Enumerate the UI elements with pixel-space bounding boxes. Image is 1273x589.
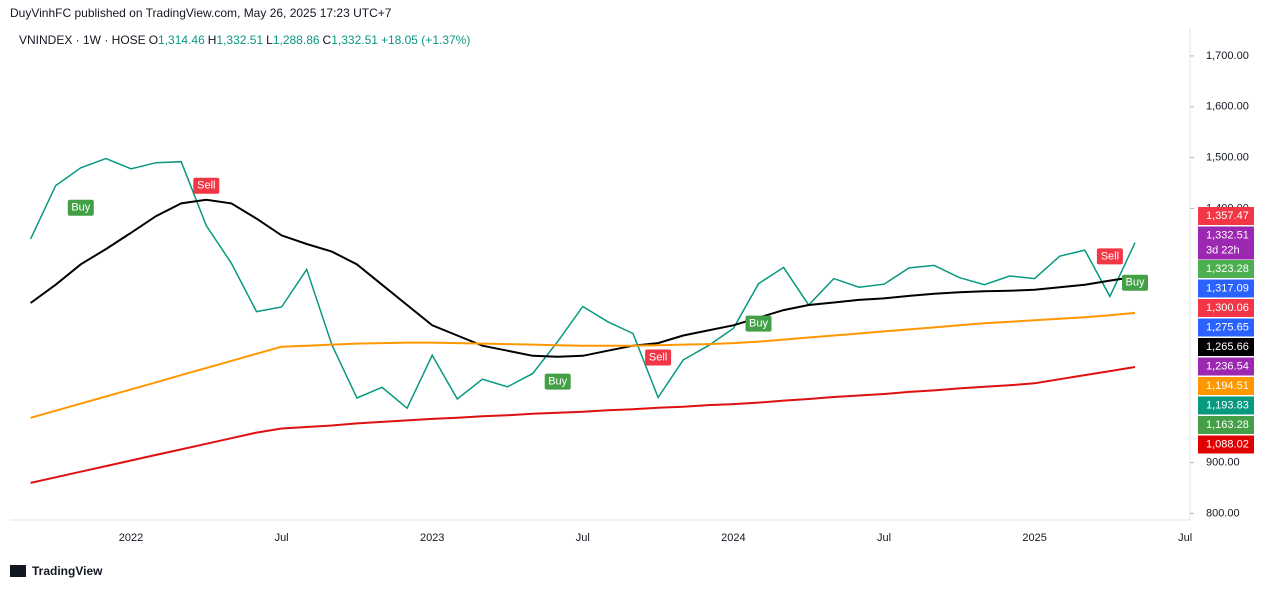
series-line <box>30 311 1136 419</box>
series-line <box>30 198 1136 358</box>
ohlc-key: L <box>266 33 273 47</box>
signal-badge <box>193 177 220 194</box>
symbol-legend: VNINDEX · 1W · HOSE O1,314.46 H1,332.51 L1,… <box>19 33 470 47</box>
price-label-box <box>1198 318 1254 337</box>
price-label: 1,332.51 <box>1206 229 1249 241</box>
publisher: DuyVinhFC published on TradingView.com, … <box>10 6 392 20</box>
price-label-box <box>1198 357 1254 376</box>
symbol: VNINDEX · 1W · HOSE <box>19 33 146 47</box>
x-tick-label: 2022 <box>119 532 143 544</box>
y-tick-label: 1,600.00 <box>1206 101 1249 113</box>
price-label: 1,275.65 <box>1206 321 1249 333</box>
price-label-box <box>1198 299 1254 317</box>
price-label: 1,265.66 <box>1206 341 1249 353</box>
signal-label: Buy <box>749 318 768 330</box>
x-tick-label: 2024 <box>721 532 745 544</box>
signal-label: Sell <box>649 351 667 363</box>
signal-badge <box>1122 274 1148 291</box>
signal-label: Buy <box>548 376 567 388</box>
signal-badge <box>645 349 672 366</box>
price-label-note: 3d 22h <box>1206 244 1240 256</box>
signal-label: Sell <box>1101 250 1119 262</box>
ohlc-value: 1,314.46 <box>158 33 205 47</box>
price-label-box <box>1198 396 1254 415</box>
ohlc-value: 1,332.51 <box>216 33 263 47</box>
signal-badge <box>1096 248 1123 265</box>
ohlc-key: O <box>149 33 158 47</box>
price-label-box <box>1198 207 1254 225</box>
x-tick-label: 2025 <box>1022 532 1046 544</box>
y-tick-label: 1,700.00 <box>1206 50 1249 62</box>
price-label: 1,236.54 <box>1206 360 1249 372</box>
ohlc-value: 1,288.86 <box>273 33 320 47</box>
series-line <box>29 157 1136 410</box>
ohlc-value: 1,332.51 <box>331 33 378 47</box>
series-line <box>30 366 1136 484</box>
price-label: 1,163.28 <box>1206 419 1249 431</box>
price-label: 1,088.02 <box>1206 438 1249 450</box>
x-tick-label: Jul <box>576 532 590 544</box>
logo <box>10 565 26 577</box>
price-label: 1,194.51 <box>1206 380 1249 392</box>
y-tick-label: 900.00 <box>1206 456 1240 468</box>
signal-label: Buy <box>1126 277 1145 289</box>
price-label: 1,317.09 <box>1206 282 1249 294</box>
price-label: 1,357.47 <box>1206 210 1249 222</box>
x-tick-label: 2023 <box>420 532 444 544</box>
price-label-box <box>1198 435 1254 454</box>
signal-badge <box>745 315 772 332</box>
signal-badge <box>544 373 571 390</box>
footer: TradingView <box>32 564 103 578</box>
price-label-box <box>1198 260 1254 278</box>
x-tick-label: Jul <box>877 532 891 544</box>
ohlc-key: H <box>208 33 217 47</box>
price-label: 1,323.28 <box>1206 263 1249 275</box>
price-label-box <box>1198 226 1254 260</box>
ohlc-key: C <box>323 33 332 47</box>
price-label-box <box>1198 416 1254 434</box>
price-label-box <box>1198 279 1254 298</box>
y-tick-label: 800.00 <box>1206 507 1240 519</box>
price-label-box <box>1198 338 1254 356</box>
y-tick-label: 1,500.00 <box>1206 152 1249 164</box>
price-label: 1,300.06 <box>1206 302 1249 314</box>
x-tick-label: Jul <box>275 532 289 544</box>
price-label-box <box>1198 377 1254 395</box>
signal-badge <box>67 199 94 216</box>
x-tick-label: Jul <box>1178 532 1192 544</box>
signal-label: Buy <box>71 202 90 214</box>
change: +18.05 (+1.37%) <box>381 33 470 47</box>
signal-label: Sell <box>197 180 215 192</box>
price-label: 1,193.83 <box>1206 399 1249 411</box>
